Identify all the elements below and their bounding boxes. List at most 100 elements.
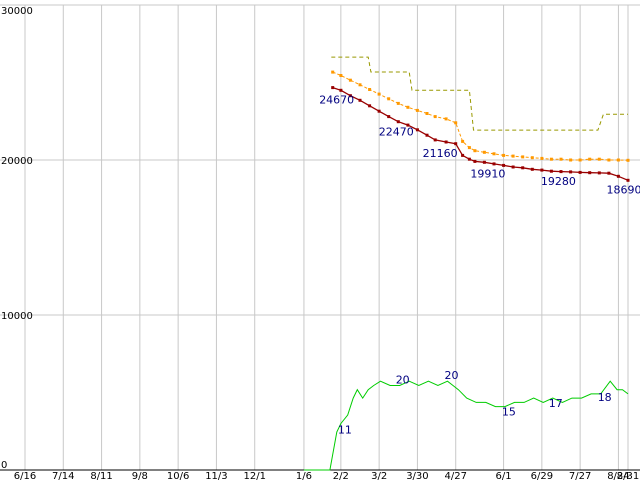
orange-price-line-marker	[530, 156, 534, 160]
orange-price-line-marker	[467, 146, 471, 150]
red-price-line-marker	[331, 86, 335, 90]
red-price-line-marker	[467, 157, 471, 161]
orange-price-line-marker	[502, 153, 506, 157]
orange-price-line-marker	[540, 156, 544, 160]
x-tick-label: 6/16	[14, 471, 36, 480]
orange-price-line	[332, 71, 629, 161]
red-price-line-marker	[559, 170, 563, 174]
red-price-line-marker	[521, 166, 525, 170]
green-count-line	[303, 380, 629, 471]
red-price-line-marker	[396, 120, 400, 124]
red-price-line-marker	[425, 133, 429, 137]
green-count-line-data-label: 20	[396, 374, 410, 387]
orange-price-line-marker	[616, 158, 620, 162]
x-tick-label: 7/27	[569, 471, 591, 480]
red-price-line-marker	[588, 171, 592, 175]
orange-price-line-marker	[406, 105, 410, 109]
green-count-line-data-label: 20	[445, 369, 459, 382]
orange-price-line-marker	[331, 70, 335, 74]
x-tick-label: 8/24	[607, 471, 629, 480]
orange-price-line-marker	[569, 158, 573, 162]
y-tick-label: 10000	[1, 311, 33, 322]
red-price-line-data-label: 19910	[470, 167, 505, 180]
red-price-line-data-label: 22470	[379, 126, 414, 139]
x-tick-label: 1/6	[296, 471, 312, 480]
orange-price-line-marker	[473, 149, 477, 153]
orange-price-line-marker	[588, 157, 592, 161]
orange-price-line-marker	[348, 78, 352, 82]
olive-step-line	[331, 56, 628, 131]
red-price-line-marker	[597, 171, 601, 175]
x-tick-label: 4/27	[444, 471, 466, 480]
orange-price-line-marker	[626, 158, 630, 162]
red-price-line-marker	[511, 165, 515, 169]
y-tick-label: 20000	[1, 156, 33, 167]
orange-price-line-marker	[377, 92, 381, 96]
red-price-line-marker	[358, 98, 362, 102]
red-price-line-marker	[473, 159, 477, 163]
x-tick-label: 8/31	[617, 471, 639, 480]
red-price-line-marker	[433, 138, 437, 142]
orange-price-line-marker	[578, 158, 582, 162]
red-price-line-marker	[616, 174, 620, 178]
red-price-line-data-label: 21160	[423, 147, 458, 160]
red-price-line-marker	[530, 167, 534, 171]
red-price-line-marker	[387, 115, 391, 119]
x-tick-label: 6/29	[531, 471, 553, 480]
x-tick-label: 7/14	[52, 471, 74, 480]
orange-price-line-marker	[461, 139, 465, 143]
red-price-line-marker	[626, 178, 630, 182]
red-price-line-data-label: 18690	[607, 183, 640, 196]
orange-price-line-marker	[607, 158, 611, 162]
red-price-line-marker	[461, 153, 465, 157]
orange-price-line-marker	[358, 83, 362, 87]
x-tick-label: 3/2	[371, 471, 387, 480]
red-price-line-marker	[454, 142, 458, 146]
red-price-line-data-label: 24670	[319, 94, 354, 107]
x-tick-label: 6/1	[496, 471, 512, 480]
x-tick-label: 3/30	[406, 471, 428, 480]
red-price-line-marker	[406, 123, 410, 127]
orange-price-line-marker	[559, 157, 563, 161]
red-price-line-marker	[607, 171, 611, 175]
orange-price-line-marker	[549, 157, 553, 161]
x-tick-label: 9/8	[132, 471, 148, 480]
orange-price-line-marker	[511, 154, 515, 158]
red-price-line-marker	[502, 163, 506, 167]
red-price-line-data-label: 19280	[541, 175, 576, 188]
green-count-line-data-label: 11	[338, 424, 352, 437]
y-tick-label: 30000	[1, 6, 33, 17]
red-price-line-marker	[569, 170, 573, 174]
orange-price-line-marker	[368, 88, 372, 91]
orange-price-line-marker	[396, 101, 400, 105]
red-price-line-marker	[339, 88, 343, 92]
x-tick-label: 2/2	[333, 471, 349, 480]
red-price-line-marker	[377, 109, 381, 113]
red-price-line-marker	[368, 104, 372, 108]
orange-price-line-marker	[415, 108, 419, 112]
x-tick-label: 8/11	[90, 471, 112, 480]
orange-price-line-marker	[521, 155, 525, 159]
orange-price-line-marker	[482, 150, 486, 154]
orange-price-line-marker	[339, 74, 343, 77]
orange-price-line-marker	[425, 112, 429, 115]
red-price-line-marker	[415, 128, 419, 132]
orange-price-line-marker	[454, 121, 458, 125]
x-tick-label: 10/6	[167, 471, 189, 480]
orange-price-line-marker	[492, 152, 496, 156]
red-price-line-marker	[348, 94, 352, 98]
red-price-line-marker	[492, 162, 496, 166]
green-count-line-data-label: 17	[549, 397, 563, 410]
red-price-line-marker	[549, 169, 553, 173]
red-price-line-marker	[540, 168, 544, 172]
orange-price-line-marker	[444, 117, 448, 121]
red-price-line-marker	[578, 170, 582, 174]
y-tick-label: 0	[1, 460, 7, 471]
orange-price-line-marker	[597, 157, 601, 161]
orange-price-line-marker	[433, 115, 437, 119]
red-price-line-marker	[482, 160, 486, 164]
green-count-line-data-label: 15	[502, 406, 516, 419]
